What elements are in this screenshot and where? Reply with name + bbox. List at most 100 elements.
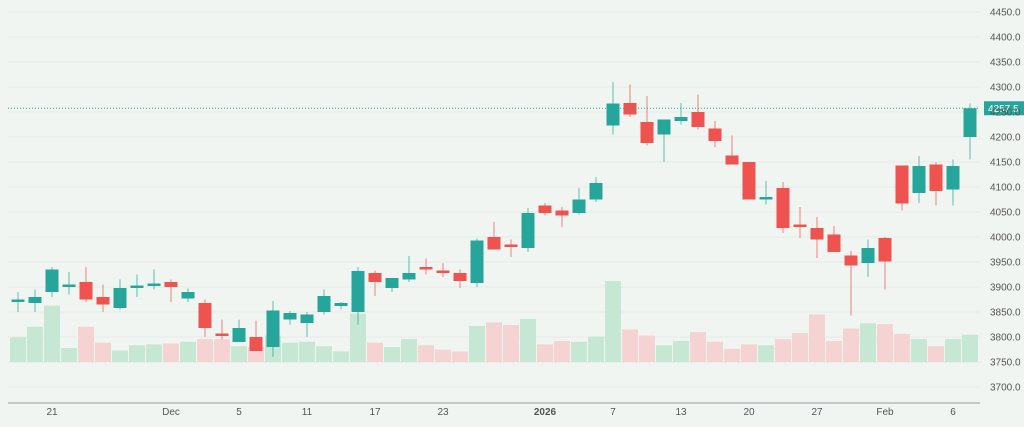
candle [368, 270, 382, 296]
volume-bar [418, 345, 434, 362]
volume-bar [690, 332, 706, 362]
volume-bar [928, 346, 944, 362]
volume-bar [384, 347, 400, 362]
volume-bar [112, 350, 128, 362]
candle [912, 156, 926, 203]
x-tick-label: 2026 [534, 407, 557, 418]
last-price-line: 4257.5 [8, 101, 1024, 116]
volume-bar [554, 340, 570, 362]
candle [11, 292, 25, 312]
volume-bar [197, 339, 213, 362]
volume-bar [860, 323, 876, 362]
volume-bar [78, 326, 94, 362]
candle [419, 258, 433, 275]
price-axis[interactable]: 4450.0 4400.0 4350.0 4300.0 4250.0 4200.0 4150… [990, 8, 1021, 394]
volume-bar [537, 344, 553, 362]
volume-bar [792, 332, 808, 362]
candle [62, 272, 76, 295]
candle [147, 269, 161, 290]
price-candles [11, 82, 977, 357]
y-tick-label: 4150.0 [990, 158, 1021, 169]
y-tick-label: 3850.0 [990, 308, 1021, 319]
candle [300, 312, 314, 337]
volume-bar [27, 326, 43, 362]
x-tick-label: 11 [302, 407, 313, 418]
candle [640, 96, 654, 146]
candle [113, 279, 127, 310]
candle [589, 177, 603, 202]
candle [555, 207, 569, 227]
volume-bar [622, 329, 638, 362]
y-tick-label: 4050.0 [990, 208, 1021, 219]
volume-bar [894, 333, 910, 362]
volume-bar [707, 341, 723, 362]
candle [181, 288, 195, 302]
last-price-label: 4257.5 [988, 104, 1019, 115]
y-tick-label: 4400.0 [990, 33, 1021, 44]
x-tick-label: 27 [811, 407, 823, 418]
time-axis[interactable]: 21 Dec 5 11 17 23 2026 7 13 20 27 Feb 6 [8, 402, 980, 418]
candle [793, 207, 807, 238]
volume-bar [10, 337, 26, 362]
candle [844, 251, 858, 316]
volume-bar [316, 346, 332, 362]
volume-bar [724, 348, 740, 362]
x-tick-label: 21 [46, 407, 58, 418]
candle [402, 256, 416, 282]
candle [538, 203, 552, 216]
volume-bar [911, 339, 927, 362]
candle [266, 301, 280, 357]
candle [317, 289, 331, 315]
volume-bar [656, 345, 672, 362]
candle [470, 238, 484, 287]
y-tick-label: 4300.0 [990, 83, 1021, 94]
candle [198, 299, 212, 337]
candle [895, 165, 909, 211]
candle [861, 239, 875, 277]
candle [725, 135, 739, 165]
candle [623, 84, 637, 117]
x-tick-label: Dec [162, 407, 180, 418]
volume-bar [95, 342, 111, 362]
volume-bar [44, 305, 60, 362]
candle [606, 82, 620, 135]
x-tick-label: 17 [369, 407, 381, 418]
x-tick-label: 13 [675, 407, 687, 418]
volume-bar [231, 346, 247, 362]
candle [487, 222, 501, 250]
x-tick-label: 7 [610, 407, 616, 418]
volume-bar [282, 342, 298, 362]
volume-bar [452, 351, 468, 362]
candle [878, 237, 892, 290]
candle [776, 182, 790, 233]
volume-bar [877, 324, 893, 362]
volume-bar [571, 341, 587, 362]
x-tick-label: 23 [437, 407, 449, 418]
candle [249, 320, 263, 351]
volume-bar [843, 328, 859, 362]
volume-bar [367, 342, 383, 362]
volume-bar [214, 339, 230, 362]
candle [130, 274, 144, 297]
candle [572, 188, 586, 215]
candle [453, 269, 467, 288]
volume-bar [945, 339, 961, 362]
candle [334, 302, 348, 310]
volume-bar [401, 339, 417, 362]
candle [929, 162, 943, 206]
volume-bar [605, 281, 621, 362]
volume-bar [741, 344, 757, 362]
candle [827, 226, 841, 252]
candle [96, 284, 110, 312]
candle [283, 311, 297, 325]
volume-bar [299, 341, 315, 362]
candle [79, 267, 93, 302]
volume-bar [758, 345, 774, 362]
volume-bar [520, 318, 536, 362]
volume-bars [10, 281, 978, 362]
volume-bar [435, 349, 451, 362]
volume-bar [588, 336, 604, 362]
candle [521, 208, 535, 252]
